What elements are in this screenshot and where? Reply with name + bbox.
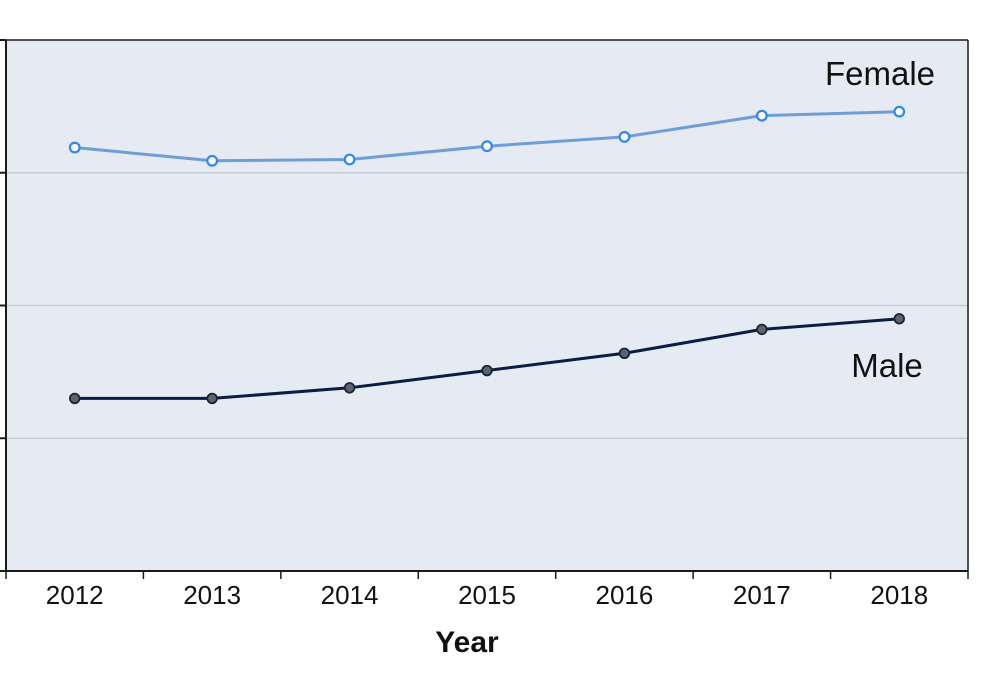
data-point-male (756, 323, 768, 336)
data-point-male (893, 313, 905, 325)
x-tick-label: 2015 (458, 580, 516, 610)
x-tick-label: 2013 (183, 580, 241, 610)
axes (0, 39, 969, 572)
data-point-female (755, 109, 768, 122)
data-point-male (618, 347, 631, 359)
data-point-male (69, 392, 81, 405)
data-point-male (206, 392, 218, 405)
series-label-female: Female (825, 55, 935, 92)
data-point-female (206, 154, 219, 167)
data-point-female (618, 131, 631, 143)
x-axis-title: Year (435, 626, 499, 659)
data-point-male (343, 382, 356, 394)
x-axis-ticks: 2012 2013 2014 2015 2016 2017 2018 (5, 571, 969, 610)
data-point-female (481, 140, 493, 153)
data-point-male (481, 364, 493, 377)
data-point-female (893, 105, 906, 118)
x-tick-label: 2018 (870, 580, 928, 610)
data-point-female (68, 141, 81, 154)
series-lines (68, 105, 906, 405)
series-label-male: Male (851, 347, 923, 384)
x-tick-label: 2012 (46, 580, 104, 610)
x-tick-label: 2016 (596, 580, 654, 610)
data-point-female (343, 153, 356, 166)
gridlines (6, 172, 968, 439)
series-labels: Female Male (825, 55, 935, 384)
x-tick-label: 2014 (321, 580, 379, 610)
x-tick-label: 2017 (733, 580, 791, 610)
